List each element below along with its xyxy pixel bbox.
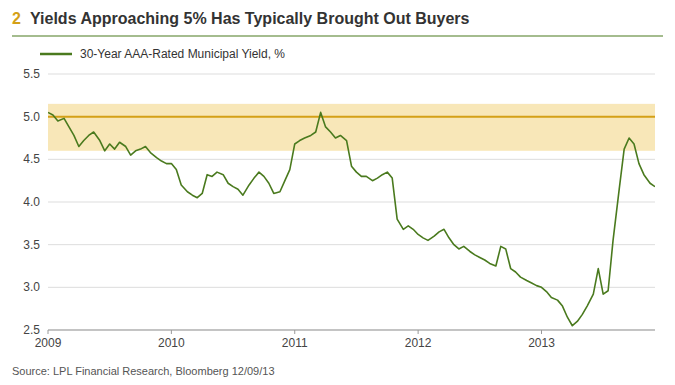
grid-line — [48, 244, 655, 245]
x-tick-label: 2011 — [282, 336, 308, 350]
x-tick — [48, 330, 49, 334]
y-tick-label: 5.0 — [23, 110, 40, 124]
y-tick-label: 4.5 — [23, 152, 40, 166]
title-rule — [12, 35, 663, 36]
title: Yields Approaching 5% Has Typically Brou… — [30, 10, 470, 27]
source-note: Source: LPL Financial Research, Bloomber… — [12, 365, 275, 377]
chart: 2 Yields Approaching 5% Has Typically Bro… — [0, 0, 675, 385]
grid-line — [48, 287, 655, 288]
reference-line — [48, 116, 655, 118]
grid-line — [48, 74, 655, 75]
y-tick-label: 3.0 — [23, 280, 40, 294]
grid-line — [48, 202, 655, 203]
plot-area — [48, 104, 655, 326]
legend-swatch — [40, 53, 72, 56]
x-tick-label: 2009 — [35, 336, 62, 350]
grid-line — [48, 330, 655, 331]
grid — [48, 74, 655, 330]
x-tick — [294, 330, 295, 334]
x-tick — [171, 330, 172, 334]
y-tick-label: 3.5 — [23, 238, 40, 252]
grid-line — [48, 116, 655, 117]
series-line — [48, 112, 655, 325]
x-tick — [418, 330, 419, 334]
x-axis — [48, 330, 655, 331]
title-number: 2 — [12, 10, 21, 27]
y-tick-label: 5.5 — [23, 67, 40, 81]
legend-label: 30-Year AAA-Rated Municipal Yield, % — [80, 47, 285, 61]
grid-line — [48, 159, 655, 160]
band — [48, 104, 655, 151]
x-tick-label: 2013 — [528, 336, 555, 350]
x-tick-label: 2012 — [405, 336, 432, 350]
x-tick-label: 2010 — [158, 336, 185, 350]
x-tick — [541, 330, 542, 334]
y-tick-label: 4.0 — [23, 195, 40, 209]
y-tick-label: 2.5 — [23, 323, 40, 337]
